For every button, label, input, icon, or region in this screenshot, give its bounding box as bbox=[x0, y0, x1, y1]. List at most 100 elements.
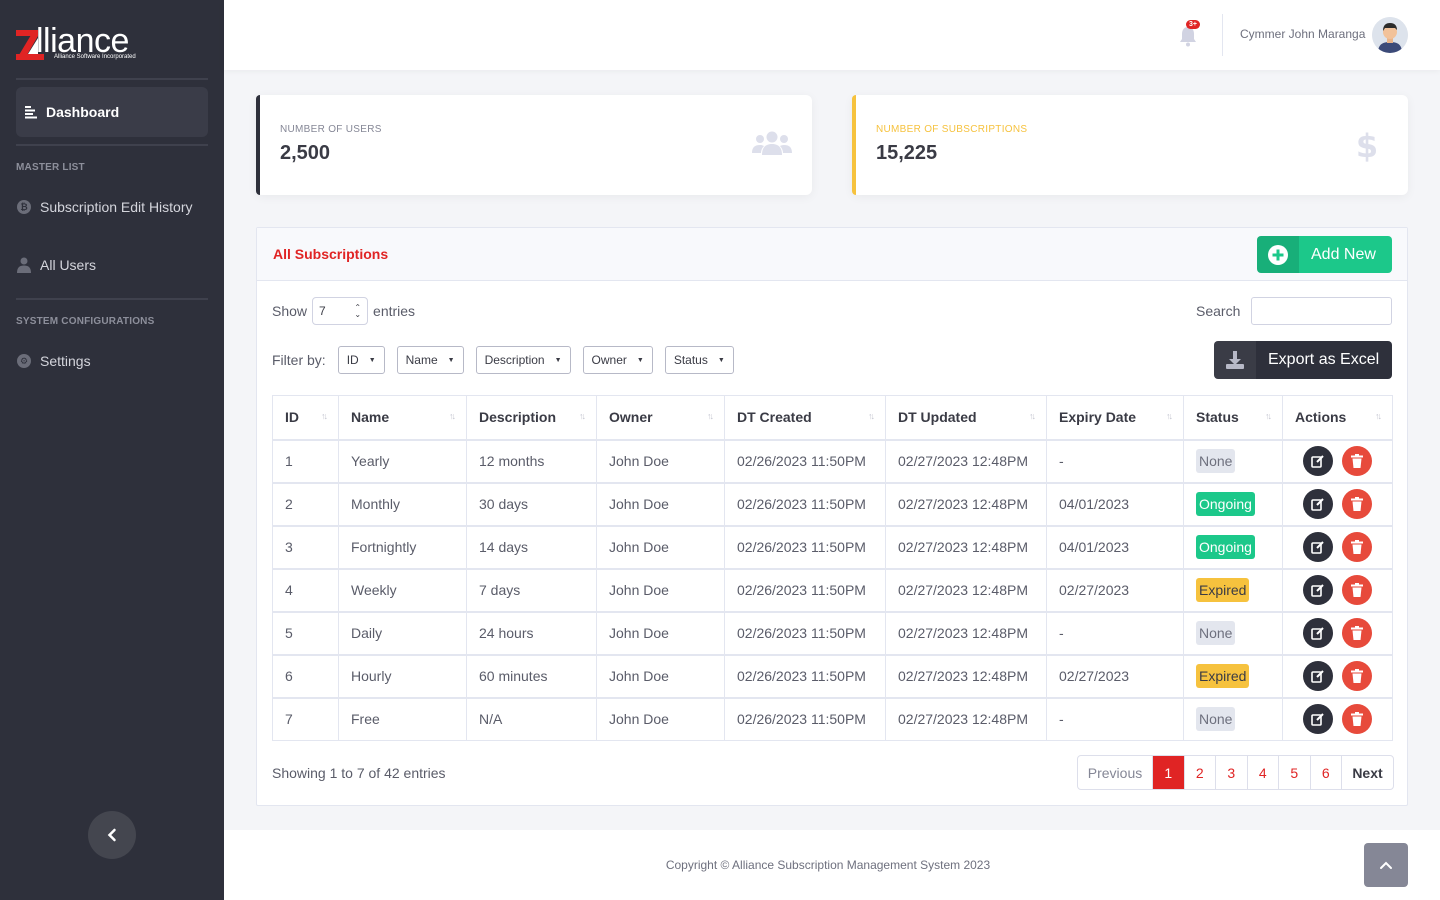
sidebar-item-label: Settings bbox=[40, 353, 91, 369]
pagination-page-1[interactable]: 1 bbox=[1152, 756, 1184, 789]
cell-expiry-date: 02/27/2023 bbox=[1046, 653, 1184, 698]
edit-button[interactable] bbox=[1303, 446, 1333, 476]
edit-button[interactable] bbox=[1303, 532, 1333, 562]
avatar[interactable] bbox=[1372, 17, 1408, 53]
cell-dt-created: 02/26/2023 11:50PM bbox=[724, 696, 886, 741]
search-label: Search bbox=[1196, 303, 1241, 319]
column-header-owner[interactable]: Owner ↑↓ bbox=[596, 395, 725, 441]
edit-button[interactable] bbox=[1303, 575, 1333, 605]
cell-status: Ongoing bbox=[1183, 481, 1283, 526]
cell-expiry-date: - bbox=[1046, 610, 1184, 655]
cell-owner: John Doe bbox=[596, 524, 725, 569]
sidebar-collapse-button[interactable] bbox=[88, 811, 136, 859]
edit-icon bbox=[1311, 713, 1324, 727]
filter-name-select[interactable]: Name ▼ bbox=[396, 346, 464, 374]
column-header-expiry-date[interactable]: Expiry Date ↑↓ bbox=[1046, 395, 1184, 441]
sort-icon: ↑↓ bbox=[1029, 411, 1036, 421]
cell-status: Ongoing bbox=[1183, 524, 1283, 569]
column-header-name[interactable]: Name ↑↓ bbox=[338, 395, 467, 441]
status-badge: Expired bbox=[1196, 578, 1250, 602]
column-label: Status bbox=[1196, 409, 1239, 426]
cell-status: None bbox=[1183, 438, 1283, 483]
cell-actions bbox=[1282, 524, 1393, 569]
filter-owner-select[interactable]: Owner ▼ bbox=[582, 346, 653, 374]
filter-status-select[interactable]: Status ▼ bbox=[664, 346, 734, 374]
brand-logo[interactable]: lliance Alliance Software Incorporated bbox=[16, 22, 156, 64]
edit-icon bbox=[1311, 498, 1324, 511]
entries-select[interactable]: 7 ⌃ ⌄ bbox=[312, 297, 369, 325]
sidebar-item-subscription-edit-history[interactable]: ₿ Subscription Edit History bbox=[16, 199, 193, 215]
cell-dt-updated: 02/27/2023 12:48PM bbox=[885, 696, 1047, 741]
sort-icon: ↑↓ bbox=[579, 411, 586, 421]
filter-option: Owner bbox=[591, 353, 627, 367]
filter-row: Filter by: ID ▼ Name ▼ Description ▼ Owner ▼… bbox=[272, 346, 746, 374]
pagination-page-3[interactable]: 3 bbox=[1215, 756, 1247, 789]
cell-id: 7 bbox=[272, 696, 339, 741]
export-excel-button[interactable]: Export as Excel bbox=[1214, 341, 1392, 379]
delete-button[interactable] bbox=[1342, 575, 1372, 605]
trash-icon bbox=[1351, 540, 1363, 554]
column-header-dt-created[interactable]: DT Created ↑↓ bbox=[724, 395, 886, 441]
cell-owner: John Doe bbox=[596, 696, 725, 741]
cell-dt-updated: 02/27/2023 12:48PM bbox=[885, 524, 1047, 569]
edit-button[interactable] bbox=[1303, 618, 1333, 648]
pagination-page-2[interactable]: 2 bbox=[1183, 756, 1216, 789]
cell-id: 1 bbox=[272, 438, 339, 483]
edit-button[interactable] bbox=[1303, 661, 1333, 691]
scroll-to-top-button[interactable] bbox=[1364, 843, 1408, 887]
filter-option: Name bbox=[405, 353, 438, 367]
caret-down-icon: ▼ bbox=[554, 356, 562, 364]
cell-name: Monthly bbox=[338, 481, 467, 526]
delete-button[interactable] bbox=[1342, 704, 1372, 735]
entries-label: entries bbox=[373, 303, 416, 319]
sidebar-item-settings[interactable]: ⚙ Settings bbox=[16, 353, 91, 369]
delete-button[interactable] bbox=[1342, 446, 1372, 476]
sidebar-item-label: Subscription Edit History bbox=[40, 199, 193, 215]
edit-button[interactable] bbox=[1303, 704, 1333, 735]
pagination-page-4[interactable]: 4 bbox=[1246, 756, 1279, 789]
export-label: Export as Excel bbox=[1268, 351, 1380, 368]
add-new-button[interactable]: Add New bbox=[1257, 236, 1392, 273]
pagination-next[interactable]: Next bbox=[1341, 756, 1393, 789]
status-badge: None bbox=[1196, 707, 1236, 732]
user-name[interactable]: Cymmer John Maranga bbox=[1240, 27, 1366, 41]
column-header-status[interactable]: Status ↑↓ bbox=[1183, 395, 1283, 441]
sidebar-item-label: Dashboard bbox=[46, 104, 120, 120]
logo-mark-icon bbox=[16, 30, 44, 60]
brand-tagline: Alliance Software Incorporated bbox=[54, 54, 136, 60]
column-header-actions[interactable]: Actions ↑↓ bbox=[1282, 395, 1393, 441]
cell-expiry-date: - bbox=[1046, 696, 1184, 741]
column-header-id[interactable]: ID ↑↓ bbox=[272, 395, 339, 441]
filter-description-select[interactable]: Description ▼ bbox=[475, 346, 571, 374]
pagination-page-5[interactable]: 5 bbox=[1278, 756, 1310, 789]
filter-id-select[interactable]: ID ▼ bbox=[337, 346, 385, 374]
edit-button[interactable] bbox=[1303, 489, 1333, 519]
pagination-previous[interactable]: Previous bbox=[1087, 764, 1143, 781]
sidebar: lliance Alliance Software Incorporated D… bbox=[0, 0, 224, 900]
column-label: DT Updated bbox=[898, 409, 977, 426]
cell-description: 12 months bbox=[466, 438, 597, 483]
cell-name: Free bbox=[338, 696, 467, 741]
sidebar-item-dashboard[interactable]: Dashboard bbox=[16, 87, 208, 137]
column-label: ID bbox=[285, 409, 299, 426]
delete-button[interactable] bbox=[1342, 532, 1372, 562]
delete-button[interactable] bbox=[1342, 489, 1372, 519]
up-down-icon: ⌃ ⌄ bbox=[354, 303, 362, 319]
pagination: Previous 1 2 3 4 5 6 Next bbox=[1077, 755, 1394, 790]
column-header-dt-updated[interactable]: DT Updated ↑↓ bbox=[885, 395, 1047, 441]
cell-description: N/A bbox=[466, 696, 597, 741]
sidebar-item-all-users[interactable]: All Users bbox=[16, 257, 96, 273]
bell-icon[interactable] bbox=[1176, 24, 1200, 48]
delete-button[interactable] bbox=[1342, 618, 1372, 648]
search-input[interactable] bbox=[1251, 297, 1392, 325]
pagination-page-6[interactable]: 6 bbox=[1309, 756, 1342, 789]
cell-id: 6 bbox=[272, 653, 339, 698]
trash-icon bbox=[1351, 626, 1363, 640]
delete-button[interactable] bbox=[1342, 661, 1372, 691]
column-header-description[interactable]: Description ↑↓ bbox=[466, 395, 597, 441]
sort-icon: ↑↓ bbox=[1265, 411, 1272, 421]
card-title: All Subscriptions bbox=[273, 246, 389, 262]
stat-value: 15,225 bbox=[876, 142, 938, 164]
section-title-master-list: MASTER LIST bbox=[16, 162, 85, 173]
cell-description: 30 days bbox=[466, 481, 597, 526]
